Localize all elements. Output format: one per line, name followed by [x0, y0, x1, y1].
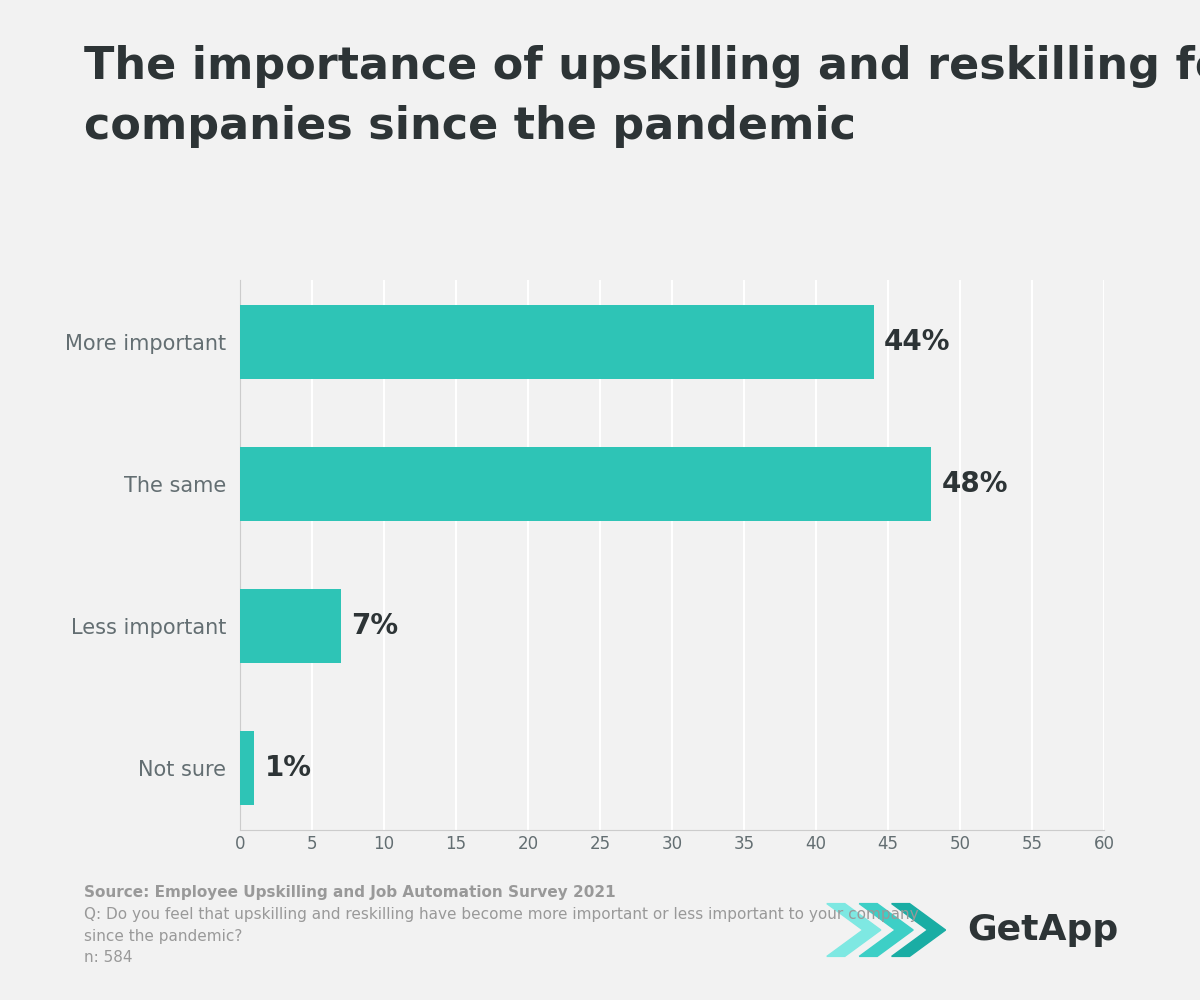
Bar	[240, 731, 254, 805]
Text: 1%: 1%	[264, 754, 312, 782]
Text: Q: Do you feel that upskilling and reskilling have become more important or less: Q: Do you feel that upskilling and reski…	[84, 907, 919, 922]
Text: The importance of upskilling and reskilling for: The importance of upskilling and reskill…	[84, 45, 1200, 88]
Text: 7%: 7%	[350, 612, 398, 640]
Bar	[240, 305, 874, 379]
Text: 48%: 48%	[941, 470, 1008, 498]
Polygon shape	[892, 904, 946, 956]
Text: n: 584: n: 584	[84, 950, 132, 965]
Polygon shape	[859, 904, 913, 956]
Text: 44%: 44%	[883, 328, 950, 356]
Text: companies since the pandemic: companies since the pandemic	[84, 105, 856, 148]
Polygon shape	[827, 904, 881, 956]
Text: since the pandemic?: since the pandemic?	[84, 929, 242, 944]
Bar	[240, 589, 341, 663]
Bar	[240, 447, 931, 521]
Text: GetApp: GetApp	[967, 913, 1118, 947]
Text: Source: Employee Upskilling and Job Automation Survey 2021: Source: Employee Upskilling and Job Auto…	[84, 885, 616, 900]
